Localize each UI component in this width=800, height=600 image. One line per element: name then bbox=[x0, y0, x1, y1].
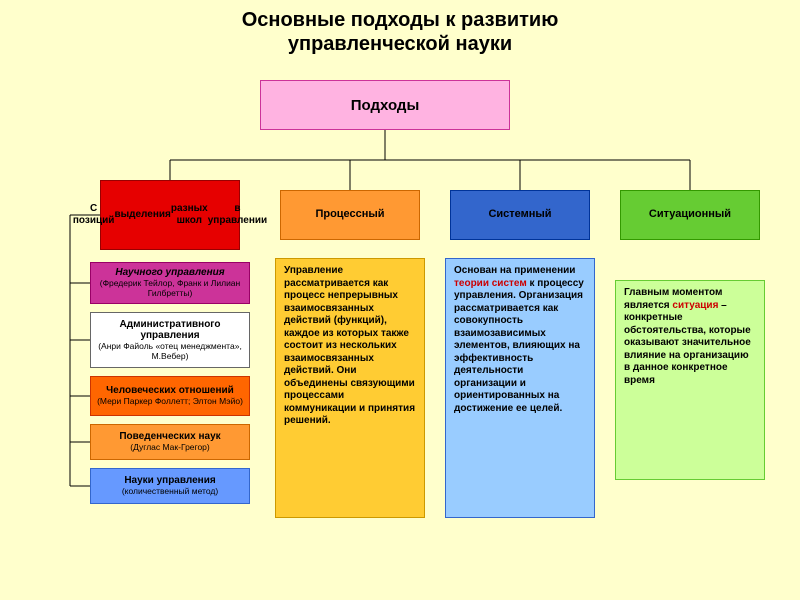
branch-system: Системный bbox=[450, 190, 590, 240]
school-item: Человеческих отношений(Мери Паркер Фолле… bbox=[90, 376, 250, 416]
branch-schools: С позицийвыделенияразных школв управлени… bbox=[100, 180, 240, 250]
title-line2: управленческой науки bbox=[0, 32, 800, 56]
system-desc: Основан на применении теории систем к пр… bbox=[445, 258, 595, 518]
desc-segment: Управление рассматривается как процесс н… bbox=[284, 265, 415, 426]
process-desc: Управление рассматривается как процесс н… bbox=[275, 258, 425, 518]
school-item: Поведенческих наук(Дуглас Мак-Грегор) bbox=[90, 424, 250, 460]
desc-segment: теории систем bbox=[454, 278, 527, 289]
school-title: Административного управления bbox=[95, 319, 245, 342]
branch-process: Процессный bbox=[280, 190, 420, 240]
desc-segment: – конкретные обстоятельства, которые ока… bbox=[624, 300, 751, 386]
desc-segment: ситуация bbox=[672, 300, 718, 311]
situational-desc: Главным моментом является ситуация – кон… bbox=[615, 280, 765, 480]
school-subtitle: (количественный метод) bbox=[122, 487, 218, 497]
desc-segment: Основан на применении bbox=[454, 265, 575, 276]
title-line1: Основные подходы к развитию bbox=[0, 8, 800, 32]
school-item: Научного управления(Фредерик Тейлор, Фра… bbox=[90, 262, 250, 304]
school-subtitle: (Мери Паркер Фоллетт; Элтон Мэйо) bbox=[97, 397, 243, 407]
desc-segment: к процессу управления. Организация рассм… bbox=[454, 278, 584, 414]
school-item: Административного управления(Анри Файоль… bbox=[90, 312, 250, 368]
school-item: Науки управления(количественный метод) bbox=[90, 468, 250, 504]
page-title: Основные подходы к развитию управленческ… bbox=[0, 0, 800, 56]
school-subtitle: (Дуглас Мак-Грегор) bbox=[130, 443, 209, 453]
root-label: Подходы bbox=[351, 97, 420, 114]
branch-situational: Ситуационный bbox=[620, 190, 760, 240]
school-subtitle: (Фредерик Тейлор, Франк и Лилиан Гилбрет… bbox=[95, 279, 245, 299]
school-subtitle: (Анри Файоль «отец менеджмента», М.Вебер… bbox=[95, 342, 245, 362]
root-node: Подходы bbox=[260, 80, 510, 130]
